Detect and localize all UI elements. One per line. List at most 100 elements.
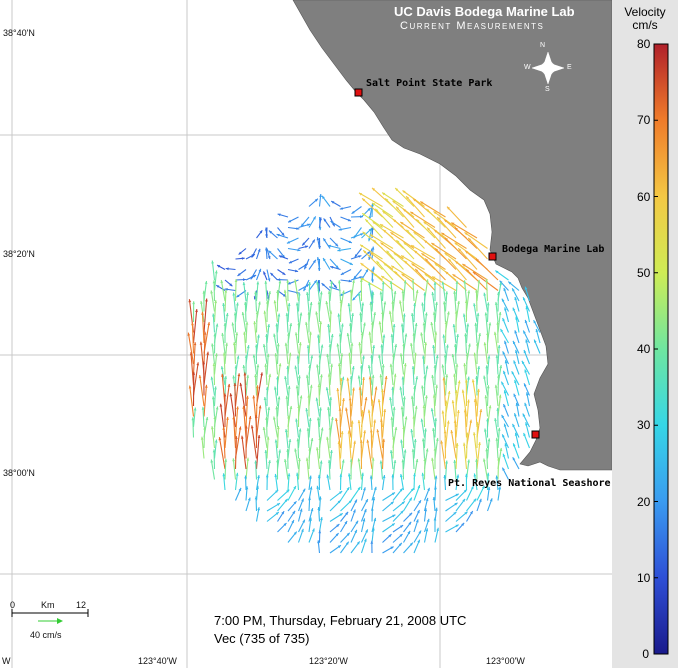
current-vector-head (493, 331, 497, 335)
current-vector-head (380, 242, 384, 246)
current-vector-head (399, 386, 403, 390)
current-vector-head (451, 222, 455, 226)
current-vector-head (309, 475, 312, 479)
current-vector-head (276, 426, 280, 430)
current-vector-head (323, 258, 326, 262)
current-vector-head (273, 386, 277, 390)
current-vector-head (312, 528, 315, 532)
current-vector-head (199, 341, 203, 345)
current-vector-head (413, 303, 416, 306)
current-vector (201, 311, 205, 344)
current-vector-head (275, 323, 279, 327)
current-vector-head (257, 507, 260, 511)
current-vector-head (477, 366, 481, 370)
current-vector-head (369, 429, 373, 433)
current-vector (316, 447, 321, 470)
current-vector (411, 395, 415, 417)
current-vector-head (257, 334, 260, 338)
current-vector-head (258, 405, 262, 409)
site-marker-pt-reyes (531, 430, 540, 439)
current-vector-head (383, 301, 387, 305)
current-vector-head (252, 395, 256, 399)
current-vector-head (514, 432, 518, 436)
current-vector-head (483, 375, 486, 379)
current-vector-head (216, 285, 220, 288)
current-vector-head (403, 363, 407, 367)
current-vector-head (286, 365, 290, 369)
current-vector (339, 398, 345, 428)
current-vector-head (339, 378, 343, 381)
current-vector (402, 280, 407, 302)
current-vector-head (265, 474, 269, 478)
current-vector-head (441, 281, 445, 285)
current-vector-head (272, 416, 276, 420)
current-vector (224, 375, 227, 396)
current-vector-head (220, 366, 224, 370)
current-vector-head (296, 227, 300, 230)
current-vector-head (291, 520, 294, 524)
current-vector-head (371, 279, 374, 283)
current-vector (192, 417, 195, 438)
current-vector (463, 313, 468, 333)
current-vector-head (239, 382, 243, 386)
current-vector-head (244, 475, 247, 479)
current-vector-head (446, 420, 450, 424)
current-vector-head (308, 447, 311, 451)
current-vector-head (496, 321, 500, 325)
current-vector (329, 310, 332, 333)
current-vector-head (318, 496, 322, 500)
current-vector (381, 192, 404, 207)
current-vector (221, 366, 226, 386)
current-vector-head (248, 416, 252, 419)
current-vector (328, 373, 331, 396)
current-vector (412, 448, 415, 470)
current-vector-head (487, 438, 491, 442)
current-vector-head (257, 475, 260, 479)
current-vector-head (234, 365, 238, 369)
current-vector (200, 300, 205, 323)
current-vector (296, 302, 300, 323)
current-vector-head (415, 519, 419, 523)
current-vector (242, 405, 247, 438)
current-vector-head (308, 282, 311, 285)
current-vector-head (235, 472, 239, 476)
current-vector-head (303, 287, 307, 292)
current-vector (372, 239, 394, 260)
current-vector-head (287, 303, 291, 306)
current-vector-head (298, 428, 302, 432)
current-vector (376, 429, 384, 459)
colorbar-tick-label: 50 (637, 265, 651, 280)
current-vector (350, 420, 353, 449)
current-vector-head (330, 363, 333, 367)
current-vector (339, 431, 343, 459)
current-vector-head (238, 487, 242, 492)
current-vector-head (408, 521, 412, 525)
current-vector (379, 321, 384, 344)
current-vector (263, 310, 268, 333)
current-vector (318, 374, 323, 396)
current-vector-head (409, 512, 413, 516)
current-vector (360, 277, 383, 291)
left-edge-mark: W (2, 656, 11, 666)
current-vector (239, 382, 247, 417)
current-vector-head (503, 390, 507, 394)
current-vector-head (283, 523, 287, 526)
current-vector-head (270, 272, 274, 276)
current-vector-head (348, 240, 352, 243)
current-vector-head (312, 239, 315, 243)
current-vector-head (378, 321, 382, 325)
current-vector-head (276, 459, 279, 463)
current-vector-head (277, 313, 281, 317)
current-vector-head (333, 284, 337, 289)
current-vector-head (264, 227, 268, 231)
current-vector-head (349, 262, 353, 265)
current-vector-head (379, 460, 383, 464)
compass-s-label: S (545, 86, 550, 93)
current-vector-head (476, 258, 479, 262)
current-vector (297, 458, 301, 480)
current-vector (229, 393, 237, 428)
current-vector-head (348, 279, 352, 283)
colorbar-unit: cm/s (632, 18, 658, 32)
current-vector (390, 449, 394, 470)
current-vector (453, 324, 457, 344)
